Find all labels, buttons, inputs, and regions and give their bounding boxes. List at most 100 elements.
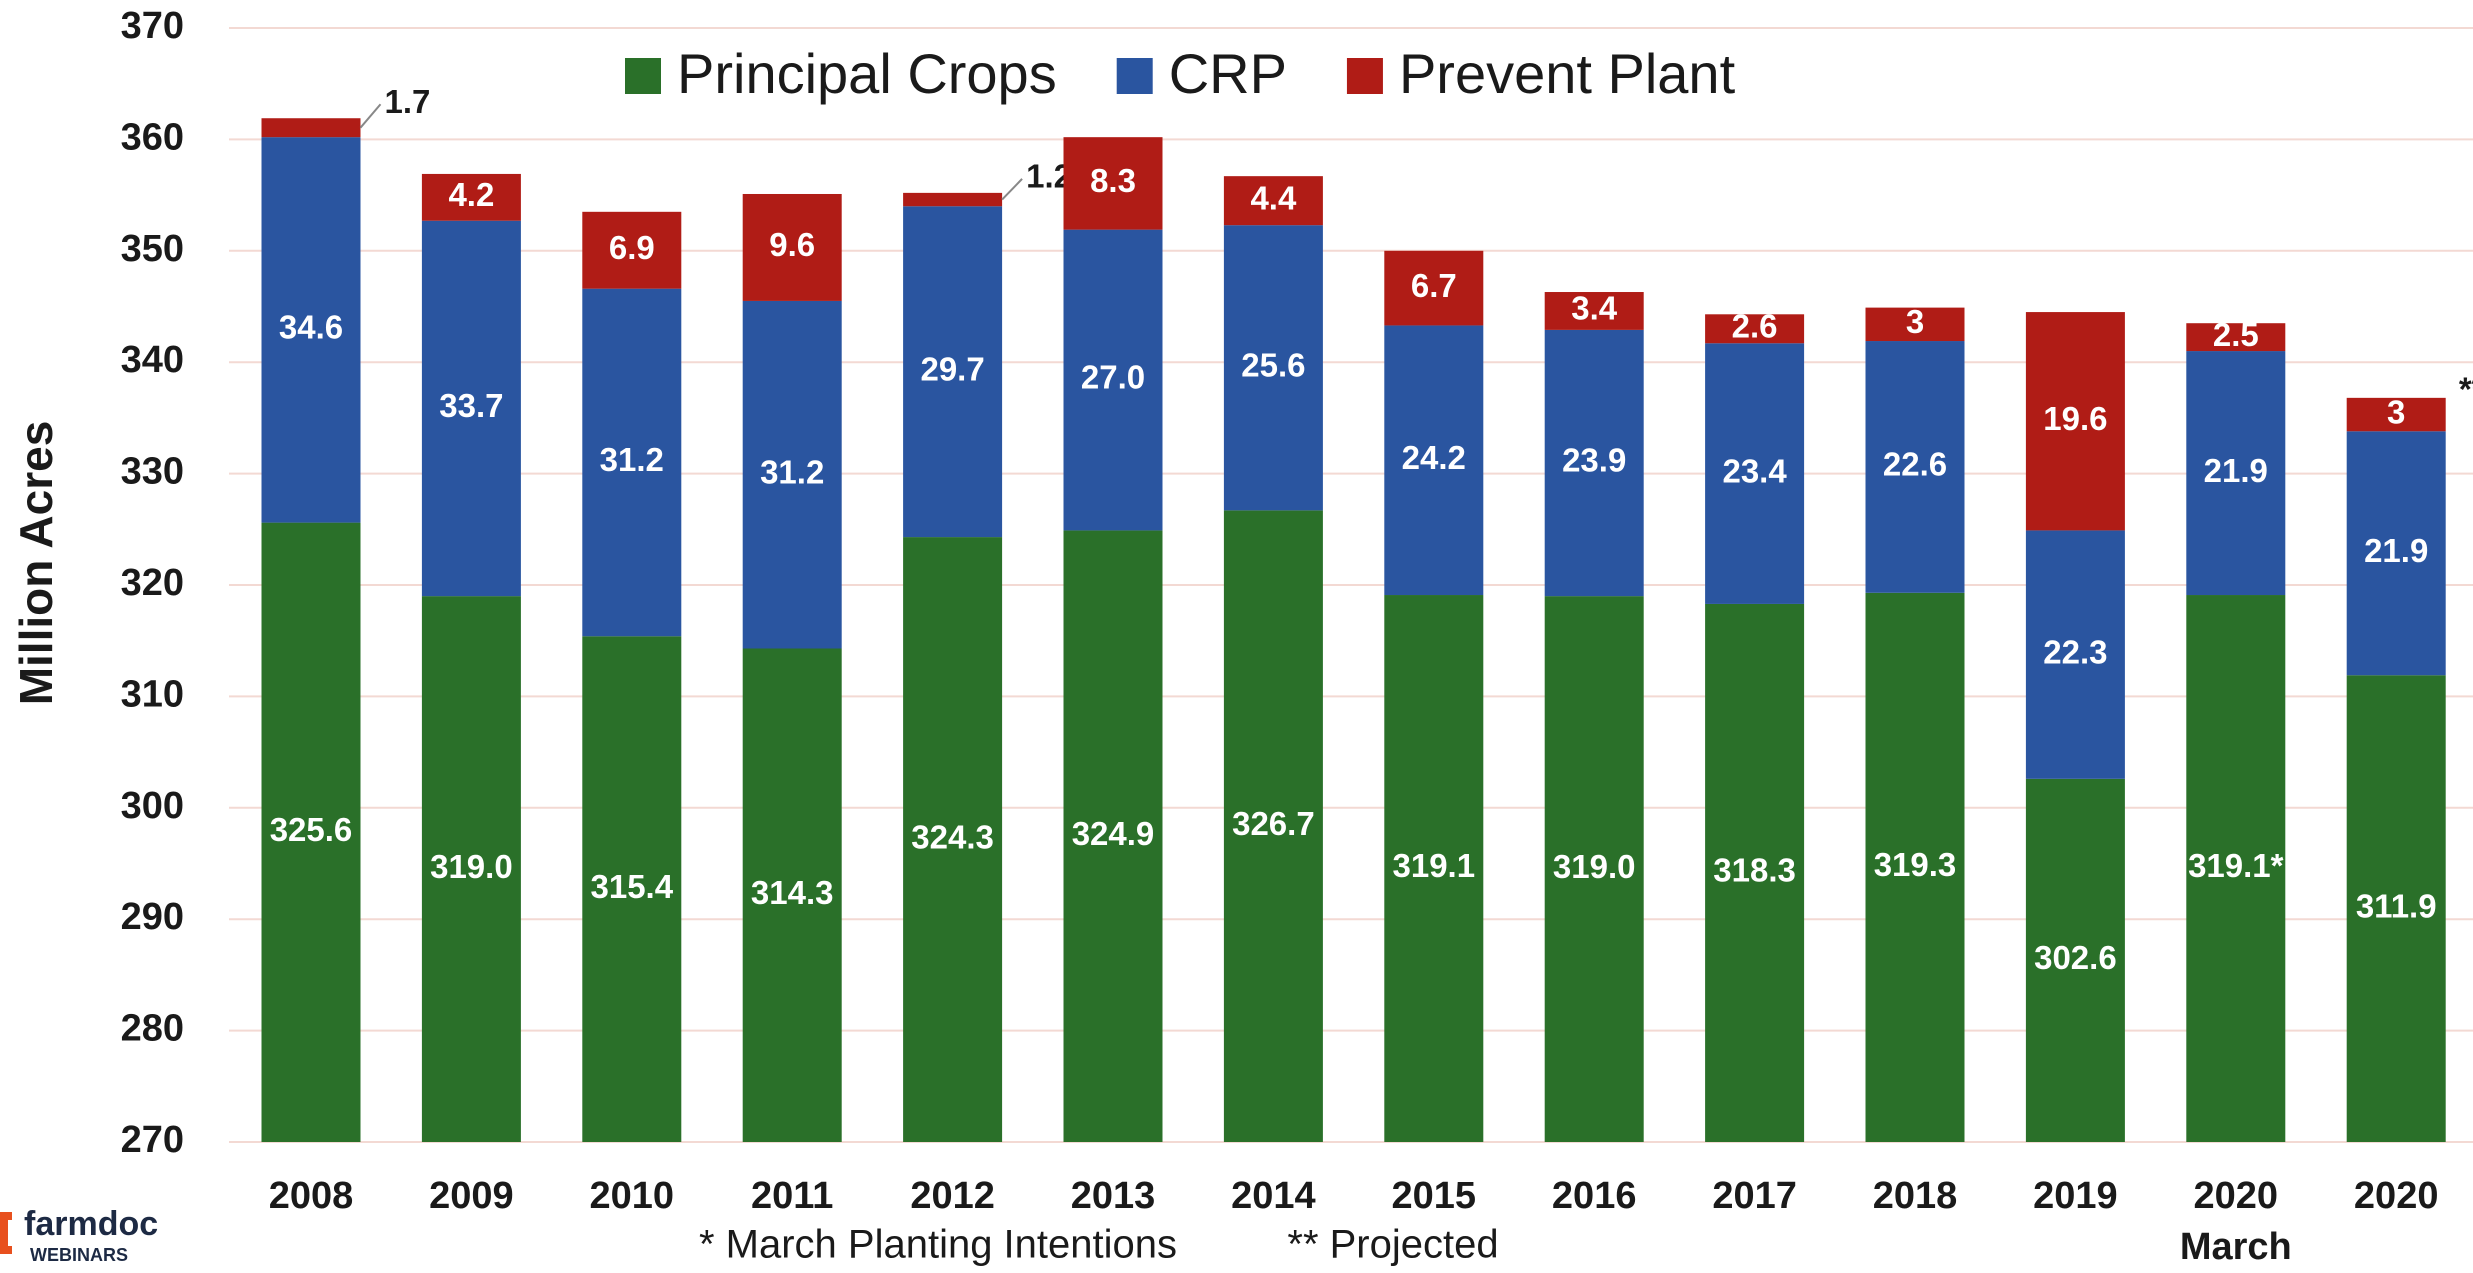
- value-label: 324.9: [1072, 815, 1155, 852]
- x-tick-label: 2010: [590, 1175, 675, 1217]
- value-label: 34.6: [279, 309, 343, 346]
- y-tick-label: 320: [121, 562, 184, 604]
- value-label: 19.6: [2043, 400, 2107, 437]
- value-label: 31.2: [760, 453, 824, 490]
- value-label: 31.2: [600, 441, 664, 478]
- bar-segment: [903, 192, 1003, 207]
- legend-label: Prevent Plant: [1399, 42, 1736, 105]
- bar-segment: [1544, 292, 1644, 330]
- bar-segment: [421, 173, 521, 221]
- bar-segment: [903, 537, 1003, 1142]
- value-label: 3: [1906, 303, 1924, 340]
- bar-segment: [1544, 329, 1644, 597]
- bar-segment: [1705, 603, 1805, 1142]
- bar-segment: [1865, 307, 1965, 342]
- bar-segment: [1223, 510, 1323, 1142]
- label-leader: [1001, 178, 1023, 201]
- y-tick-label: 280: [121, 1008, 184, 1050]
- bar-segment: [903, 206, 1003, 538]
- bar-segment: [2186, 323, 2286, 352]
- label-leader: [359, 103, 382, 129]
- value-label: 324.3: [911, 818, 994, 855]
- logo-name: farmdoc: [24, 1205, 158, 1243]
- y-axis-title: Million Acres: [10, 421, 62, 706]
- x-tick-note: March: [2180, 1226, 2292, 1268]
- value-label: 25.6: [1241, 346, 1305, 383]
- value-label: 319.0: [1553, 848, 1636, 885]
- bar-segment: [1223, 225, 1323, 511]
- bar-segment: [1865, 341, 1965, 593]
- value-label: 21.9: [2364, 532, 2428, 569]
- value-label: 8.3: [1090, 162, 1136, 199]
- value-label: 24.2: [1402, 439, 1466, 476]
- value-label: 23.9: [1562, 442, 1626, 479]
- value-label: 6.7: [1411, 267, 1457, 304]
- x-tick-label: 2015: [1392, 1175, 1477, 1217]
- bar-segment: [2346, 675, 2446, 1142]
- value-label: 29.7: [920, 350, 984, 387]
- legend-swatch: [1116, 58, 1153, 94]
- bar-segment: [1384, 595, 1484, 1142]
- bar-segment: [1865, 592, 1965, 1142]
- bar-segment: [1384, 325, 1484, 596]
- bar-segment: [1384, 250, 1484, 326]
- bar-segment: [1705, 314, 1805, 344]
- y-tick-label: 290: [121, 896, 184, 938]
- y-tick-label: 300: [121, 785, 184, 827]
- value-label: 319.0: [430, 848, 513, 885]
- value-label: 325.6: [270, 811, 353, 848]
- bar-segment: [2025, 530, 2125, 779]
- bar-segment: [2186, 351, 2286, 596]
- value-label: 318.3: [1713, 852, 1796, 889]
- value-label: 22.3: [2043, 633, 2107, 670]
- x-tick-label: 2013: [1071, 1175, 1156, 1217]
- legend-swatch: [625, 58, 661, 94]
- value-label: 315.4: [591, 868, 674, 905]
- bar-segment: [582, 636, 682, 1142]
- bar-segment: [742, 648, 842, 1142]
- bar-segment: [742, 300, 842, 649]
- value-label: 319.1: [1393, 847, 1476, 884]
- value-label: 2.5: [2213, 316, 2259, 353]
- value-label: 3: [2387, 393, 2405, 430]
- legend-swatch: [1346, 58, 1383, 94]
- bar-segment: [1063, 530, 1163, 1142]
- y-tick-label: 360: [121, 116, 184, 158]
- value-label: 1.7: [385, 83, 431, 120]
- bar-segment: [421, 596, 521, 1142]
- annotation: **: [2459, 371, 2473, 408]
- x-tick-label: 2019: [2033, 1175, 2118, 1217]
- value-label: 27.0: [1081, 359, 1145, 396]
- bar-segment: [2346, 397, 2446, 432]
- value-label: 319.3: [1874, 846, 1957, 883]
- x-tick-label: 2014: [1231, 1175, 1316, 1217]
- value-label: 6.9: [609, 229, 655, 266]
- bar-segment: [582, 211, 682, 289]
- bar-segment: [261, 118, 361, 138]
- bar-segment: [1544, 596, 1644, 1142]
- bar-segment: [582, 288, 682, 637]
- value-label: 4.4: [1250, 179, 1297, 216]
- bar-segment: [421, 220, 521, 597]
- x-tick-label: 2016: [1552, 1175, 1637, 1217]
- value-label: 2.6: [1732, 307, 1778, 344]
- logo-subtitle: WEBINARS: [30, 1245, 128, 1265]
- value-label: 302.6: [2034, 939, 2117, 976]
- bar-segment: [2346, 431, 2446, 676]
- y-tick-label: 370: [121, 5, 184, 47]
- bar-segment: [1063, 229, 1163, 531]
- x-tick-label: 2018: [1873, 1175, 1958, 1217]
- bar-segment: [261, 137, 361, 523]
- y-tick-label: 350: [121, 228, 184, 270]
- legend-label: CRP: [1169, 42, 1287, 105]
- y-tick-label: 330: [121, 451, 184, 493]
- logo-bracket: [0, 1212, 12, 1254]
- value-label: 311.9: [2356, 887, 2437, 924]
- y-tick-label: 340: [121, 339, 184, 381]
- x-tick-label: 2009: [429, 1175, 514, 1217]
- bar-segment: [1223, 176, 1323, 226]
- value-label: 326.7: [1232, 805, 1315, 842]
- x-tick-label: 2008: [269, 1175, 354, 1217]
- y-tick-label: 270: [121, 1119, 184, 1161]
